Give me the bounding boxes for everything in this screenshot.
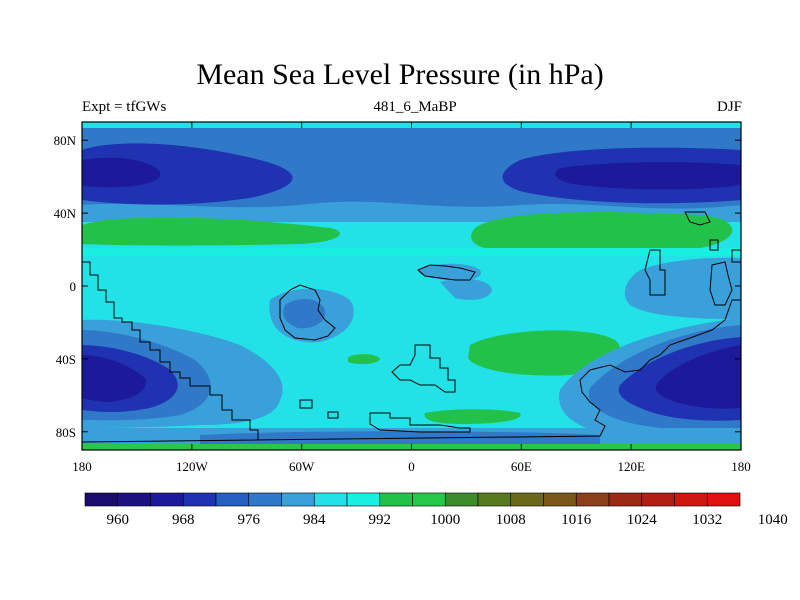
colorbar-swatch <box>182 492 217 507</box>
coastlines <box>82 211 741 443</box>
colorbar-label: 1008 <box>496 512 526 528</box>
lon-tick-label: 120E <box>617 459 645 474</box>
experiment-label: Expt = tfGWs <box>82 99 167 115</box>
colorbar-swatch <box>150 492 184 507</box>
colorbar-label: 1040 <box>758 512 788 528</box>
colorbar-swatch <box>543 492 577 507</box>
lon-tick-label: 180 <box>731 459 751 474</box>
colorbar-swatch <box>641 492 675 507</box>
colorbar-swatch <box>379 492 413 507</box>
lon-tick-label: 0 <box>408 459 415 474</box>
colorbar-swatch <box>281 492 315 507</box>
colorbar-swatch <box>248 492 282 507</box>
colorbar-swatch <box>313 492 348 507</box>
colorbar-swatch <box>84 492 119 507</box>
colorbar-label: 1032 <box>692 512 722 528</box>
lat-tick-label: 80N <box>54 133 77 148</box>
lat-tick-label: 40S <box>56 352 76 367</box>
contour-fill <box>82 122 741 450</box>
period-label: 481_6_MaBP <box>373 99 457 115</box>
lon-tick-label: 180 <box>72 459 92 474</box>
colorbar-label: 1024 <box>627 512 658 528</box>
colorbar-label: 1000 <box>430 512 460 528</box>
colorbar-swatch <box>215 492 250 507</box>
lat-tick-label: 0 <box>70 279 77 294</box>
colorbar-swatch <box>412 492 446 507</box>
season-label: DJF <box>716 99 742 115</box>
lat-tick-label: 40N <box>54 206 77 221</box>
lon-tick-label: 120W <box>176 459 209 474</box>
lat-tick-label: 80S <box>56 425 76 440</box>
colorbar-label: 984 <box>303 512 326 528</box>
colorbar-label: 968 <box>172 512 195 528</box>
colorbar-swatch <box>117 492 151 507</box>
colorbar-label: 960 <box>107 512 130 528</box>
colorbar-swatch <box>674 492 708 507</box>
page-title: Mean Sea Level Pressure (in hPa) <box>196 58 604 91</box>
colorbar-label: 992 <box>369 512 392 528</box>
colorbar-swatch <box>510 492 544 507</box>
colorbar-swatch <box>346 492 381 507</box>
colorbar-swatch <box>575 492 610 507</box>
colorbar-label: 1016 <box>561 512 592 528</box>
colorbar-swatch <box>444 492 479 507</box>
lon-tick-label: 60W <box>289 459 315 474</box>
colorbar-label: 976 <box>238 512 261 528</box>
colorbar-swatch <box>706 492 741 507</box>
colorbar-swatch <box>608 492 643 507</box>
lon-tick-label: 60E <box>511 459 532 474</box>
colorbar-swatch <box>477 492 512 507</box>
